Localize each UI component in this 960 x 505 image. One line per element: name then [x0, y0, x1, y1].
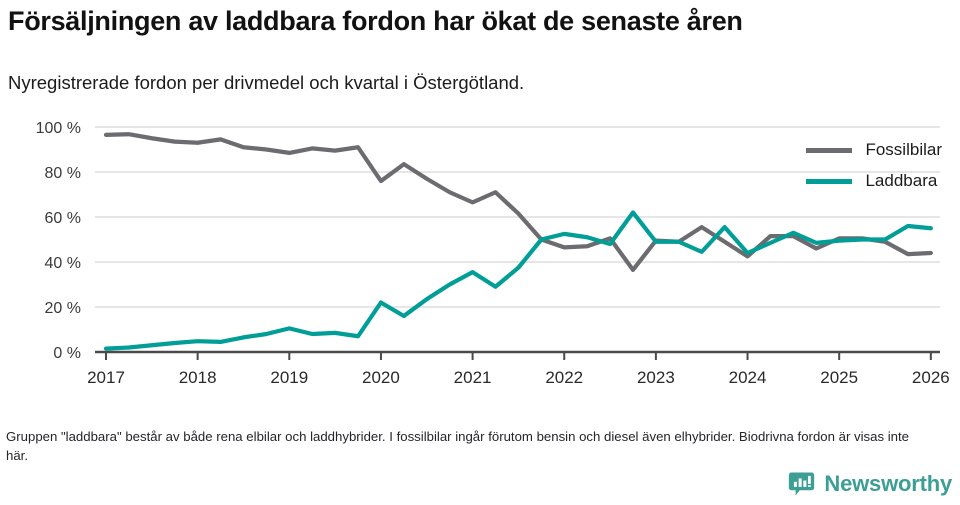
y-axis-tick-label: 60 %: [45, 210, 81, 227]
x-axis-tick-label: 2017: [87, 368, 125, 387]
page-subtitle: Nyregistrerade fordon per drivmedel och …: [8, 72, 525, 93]
y-axis-tick-label: 0 %: [53, 345, 81, 362]
y-axis-tick-label: 40 %: [45, 255, 81, 272]
series-line-laddbara[interactable]: [103, 210, 933, 351]
chart-legend: Fossilbilar Laddbara: [806, 140, 942, 191]
chart-canvas: 0 % 20 % 40 % 60 % 80 % 100 % 2017 2018 2019 2020…: [36, 120, 950, 387]
y-axis-tick-label: 100 %: [36, 120, 81, 137]
page-title: Försäljningen av laddbara fordon har öka…: [8, 6, 743, 36]
legend-swatch-laddbara: [806, 178, 853, 184]
x-axis-tick-label: 2020: [362, 368, 400, 387]
legend-label-fossilbilar: Fossilbilar: [865, 140, 942, 159]
x-axis-tick-label: 2026: [912, 368, 950, 387]
newsworthy-logo[interactable]: Newsworthy: [788, 470, 952, 497]
legend-label-laddbara: Laddbara: [865, 171, 938, 190]
y-axis-tick-label: 80 %: [45, 165, 81, 182]
bar-chart-bubble-icon: [789, 472, 815, 496]
chart-footnote: Gruppen "laddbara" består av både rena e…: [6, 429, 909, 463]
x-axis-tick-label: 2022: [545, 368, 583, 387]
legend-item-laddbara[interactable]: Laddbara: [806, 171, 942, 191]
line-chart: 0 % 20 % 40 % 60 % 80 % 100 % 2017 2018 2019 2020…: [0, 112, 960, 402]
x-axis-tick-label: 2021: [454, 368, 492, 387]
legend-swatch-fossilbilar: [806, 147, 853, 153]
y-axis-tick-label: 20 %: [45, 300, 81, 317]
brand-name: Newsworthy: [824, 470, 952, 496]
legend-item-fossilbilar[interactable]: Fossilbilar: [806, 140, 942, 160]
x-axis-tick-label: 2023: [637, 368, 675, 387]
x-axis-tick-label: 2024: [729, 368, 767, 387]
series-line-fossilbilar[interactable]: [103, 132, 933, 272]
x-axis-tick-label: 2025: [820, 368, 858, 387]
x-axis-tick-label: 2019: [270, 368, 308, 387]
x-axis-tick-label: 2018: [179, 368, 217, 387]
